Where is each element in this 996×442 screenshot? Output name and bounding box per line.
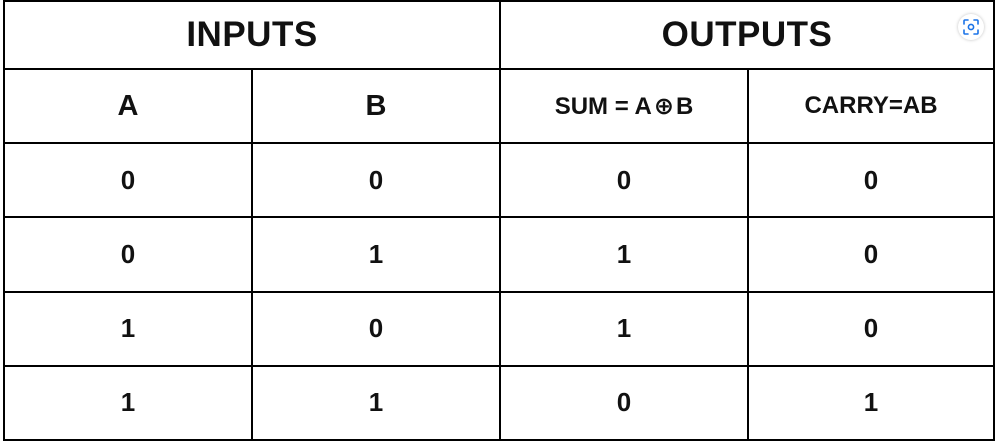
cell-b: 0 <box>250 290 502 367</box>
column-header-row: A B SUM = A⊕B CARRY=AB <box>3 68 996 145</box>
cell-a: 1 <box>3 364 253 442</box>
cell-carry: 0 <box>747 142 996 219</box>
cell-b: 1 <box>250 364 502 442</box>
column-header-b: B <box>250 68 502 145</box>
sum-label: SUM = A <box>554 92 652 120</box>
cell-sum: 0 <box>499 364 750 442</box>
cell-b: 1 <box>250 216 502 293</box>
xor-symbol: ⊕ <box>653 92 674 120</box>
column-header-sum: SUM = A⊕B <box>499 68 750 145</box>
group-header-row: INPUTS OUTPUTS <box>2 0 996 71</box>
table-row: 1 0 1 0 <box>3 290 996 367</box>
cell-carry: 1 <box>747 364 996 442</box>
column-header-carry: CARRY=AB <box>747 68 996 145</box>
outputs-header: OUTPUTS <box>499 0 996 71</box>
table-row: 0 1 1 0 <box>3 216 996 293</box>
cell-sum: 0 <box>499 142 750 219</box>
table-row: 0 0 0 0 <box>3 142 996 219</box>
cell-b: 0 <box>250 142 502 219</box>
visual-search-glyph <box>963 19 979 35</box>
cell-a: 0 <box>3 216 253 293</box>
cell-a: 0 <box>3 142 253 219</box>
table-row: 1 1 0 1 <box>3 364 996 442</box>
cell-sum: 1 <box>499 216 750 293</box>
sum-label-operand: B <box>675 92 694 120</box>
inputs-header: INPUTS <box>2 0 502 71</box>
cell-a: 1 <box>3 290 253 367</box>
cell-sum: 1 <box>499 290 750 367</box>
column-header-a: A <box>3 68 253 145</box>
cell-carry: 0 <box>747 216 996 293</box>
cell-carry: 0 <box>747 290 996 367</box>
visual-search-icon[interactable] <box>958 14 984 40</box>
